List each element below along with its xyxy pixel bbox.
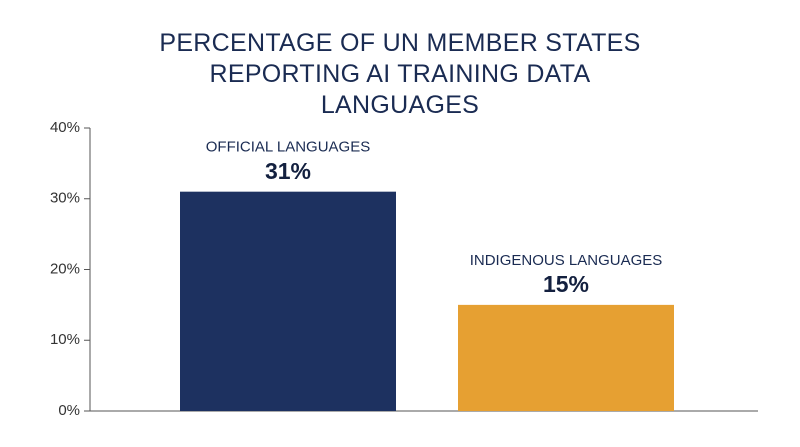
category-label: OFFICIAL LANGUAGES	[206, 139, 370, 156]
value-label: 31%	[265, 158, 311, 184]
value-label: 15%	[543, 271, 589, 297]
y-tick-label: 40%	[50, 119, 80, 136]
y-tick-label: 30%	[50, 190, 80, 207]
y-tick-label: 10%	[50, 331, 80, 348]
y-tick-label: 20%	[50, 260, 80, 277]
bar	[180, 191, 396, 411]
category-label: INDIGENOUS LANGUAGES	[470, 252, 663, 269]
chart-title: PERCENTAGE OF UN MEMBER STATES REPORTING…	[159, 29, 641, 119]
bar	[458, 304, 674, 411]
y-tick-label: 0%	[58, 402, 80, 419]
